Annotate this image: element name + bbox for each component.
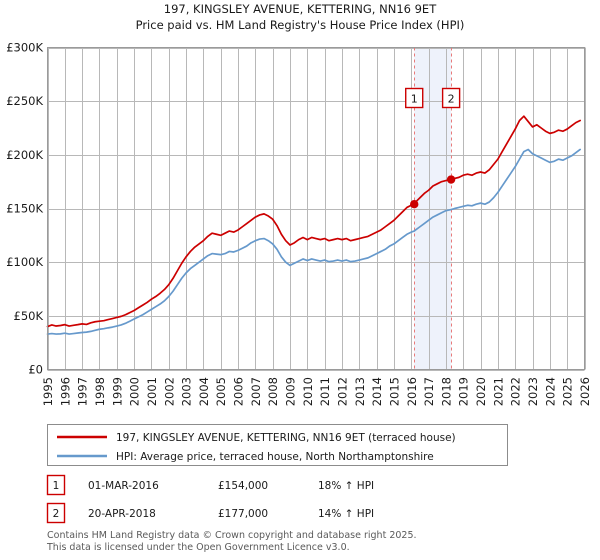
table-cell-date-1: 01-MAR-2016 bbox=[88, 480, 159, 492]
x-axis-tick-label: 2024 bbox=[543, 377, 557, 406]
x-axis-tick-label: 2019 bbox=[457, 377, 471, 406]
y-axis-tick-label: £100K bbox=[6, 255, 43, 269]
x-axis-tick-label: 1995 bbox=[41, 377, 55, 406]
legend-label-1: HPI: Average price, terraced house, Nort… bbox=[116, 451, 434, 463]
y-axis-labels: £0 £50K £100K £150K £200K £250K £300K bbox=[6, 41, 43, 377]
table-cell-price-2: £177,000 bbox=[218, 508, 268, 520]
transaction-table: 1 01-MAR-2016 £154,000 18% ↑ HPI 2 20-APR-201… bbox=[46, 474, 374, 524]
gridlines bbox=[47, 47, 586, 371]
x-axis-tick-label: 1997 bbox=[76, 377, 90, 406]
x-axis-tick-label: 1999 bbox=[110, 377, 124, 406]
table-row-badge-label-1: 1 bbox=[53, 480, 60, 492]
x-axis-tick-label: 2023 bbox=[526, 377, 540, 406]
hpi-line bbox=[46, 148, 582, 335]
x-axis-tick-label: 2005 bbox=[214, 377, 228, 406]
event-badge-label-2: 2 bbox=[448, 93, 455, 106]
y-axis-tick-label: £200K bbox=[6, 148, 43, 162]
y-axis-tick-label: £150K bbox=[6, 202, 43, 216]
plot-frame bbox=[47, 47, 585, 370]
price-paid-line bbox=[46, 115, 582, 328]
event-badge-label-1: 1 bbox=[411, 93, 418, 106]
x-axis-tick-label: 2000 bbox=[128, 377, 142, 406]
sale-marker-2[interactable] bbox=[446, 175, 456, 184]
table-cell-price-1: £154,000 bbox=[218, 480, 268, 492]
event-badge-1[interactable] bbox=[405, 87, 424, 109]
footer-line-2: This data is licensed under the Open Gov… bbox=[46, 542, 350, 553]
event-badge-2[interactable] bbox=[441, 87, 461, 109]
x-axis-tick-label: 2018 bbox=[439, 377, 453, 406]
table-row-badge-label-2: 2 bbox=[53, 508, 60, 520]
x-axis-tick-label: 2017 bbox=[422, 377, 436, 406]
x-axis-tick-label: 2025 bbox=[561, 377, 575, 406]
x-axis-tick-label: 1996 bbox=[58, 377, 72, 406]
x-axis-tick-label: 2004 bbox=[197, 377, 211, 406]
table-cell-hpi-2: 14% ↑ HPI bbox=[318, 508, 374, 520]
y-axis-tick-label: £300K bbox=[6, 41, 43, 55]
x-axis-labels: 1995 1996 1997 1998 1999 2000 2001 2002 2003 2004… bbox=[41, 377, 592, 406]
x-axis-tick-label: 2011 bbox=[318, 377, 332, 406]
x-axis-tick-label: 1998 bbox=[93, 377, 107, 406]
x-axis-tick-label: 2026 bbox=[578, 377, 592, 406]
chart-title: 197, KINGSLEY AVENUE, KETTERING, NN16 9E… bbox=[164, 2, 437, 16]
x-axis-tick-label: 2008 bbox=[266, 377, 280, 406]
x-axis-tick-label: 2001 bbox=[145, 377, 159, 406]
event-markers bbox=[410, 175, 456, 209]
x-axis-tick-label: 2003 bbox=[180, 377, 194, 406]
table-cell-hpi-1: 18% ↑ HPI bbox=[318, 480, 374, 492]
x-axis-tick-label: 2013 bbox=[353, 377, 367, 406]
footer-line-1: Contains HM Land Registry data © Crown c… bbox=[47, 530, 417, 541]
x-axis-tick-label: 2014 bbox=[370, 377, 384, 406]
table-row-badge-2[interactable] bbox=[46, 502, 66, 524]
x-axis-tick-label: 2021 bbox=[491, 377, 505, 406]
x-axis-tick-label: 2022 bbox=[509, 377, 523, 406]
x-axis-tick-label: 2015 bbox=[387, 377, 401, 406]
legend-entries: 197, KINGSLEY AVENUE, KETTERING, NN16 9E… bbox=[57, 432, 456, 463]
legend-box bbox=[47, 424, 508, 466]
table-cell-date-2: 20-APR-2018 bbox=[88, 508, 156, 520]
sale-marker-1[interactable] bbox=[410, 200, 419, 209]
legend-label-0: 197, KINGSLEY AVENUE, KETTERING, NN16 9E… bbox=[116, 432, 456, 444]
x-axis-tick-label: 2012 bbox=[335, 377, 349, 406]
x-axis-tick-label: 2020 bbox=[474, 377, 488, 406]
x-axis-tick-label: 2007 bbox=[249, 377, 263, 406]
x-axis-tick-label: 2009 bbox=[284, 377, 298, 406]
y-axis-tick-label: £250K bbox=[6, 94, 43, 108]
x-axis-tick-label: 2002 bbox=[162, 377, 176, 406]
x-axis-tick-label: 2006 bbox=[232, 377, 246, 406]
series-lines bbox=[46, 115, 582, 335]
y-axis-tick-label: £0 bbox=[28, 363, 43, 377]
x-axis-tick-label: 2010 bbox=[301, 377, 315, 406]
y-axis-tick-label: £50K bbox=[14, 309, 44, 323]
x-axis-tick-label: 2016 bbox=[405, 377, 419, 406]
table-row-badge-1[interactable] bbox=[46, 474, 66, 496]
chart-subtitle: Price paid vs. HM Land Registry's House … bbox=[136, 18, 465, 32]
